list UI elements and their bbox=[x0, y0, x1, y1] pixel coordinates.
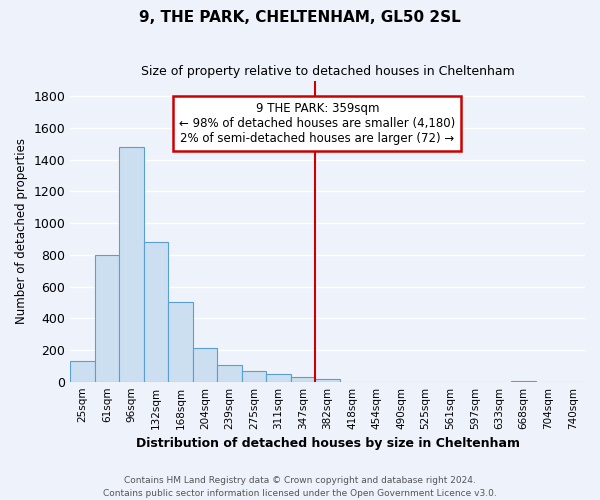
Bar bbox=[511, 381, 536, 382]
Text: 9 THE PARK: 359sqm
← 98% of detached houses are smaller (4,180)
2% of semi-detac: 9 THE PARK: 359sqm ← 98% of detached hou… bbox=[179, 102, 455, 144]
Bar bbox=[316, 378, 340, 382]
X-axis label: Distribution of detached houses by size in Cheltenham: Distribution of detached houses by size … bbox=[136, 437, 520, 450]
Bar bbox=[291, 377, 316, 382]
Title: Size of property relative to detached houses in Cheltenham: Size of property relative to detached ho… bbox=[141, 65, 515, 78]
Bar bbox=[119, 147, 144, 382]
Bar bbox=[70, 361, 95, 382]
Text: Contains HM Land Registry data © Crown copyright and database right 2024.
Contai: Contains HM Land Registry data © Crown c… bbox=[103, 476, 497, 498]
Text: 9, THE PARK, CHELTENHAM, GL50 2SL: 9, THE PARK, CHELTENHAM, GL50 2SL bbox=[139, 10, 461, 25]
Bar bbox=[144, 242, 169, 382]
Bar bbox=[242, 372, 266, 382]
Y-axis label: Number of detached properties: Number of detached properties bbox=[15, 138, 28, 324]
Bar bbox=[193, 348, 217, 382]
Bar bbox=[95, 255, 119, 382]
Bar bbox=[217, 365, 242, 382]
Bar bbox=[169, 302, 193, 382]
Bar bbox=[266, 374, 291, 382]
